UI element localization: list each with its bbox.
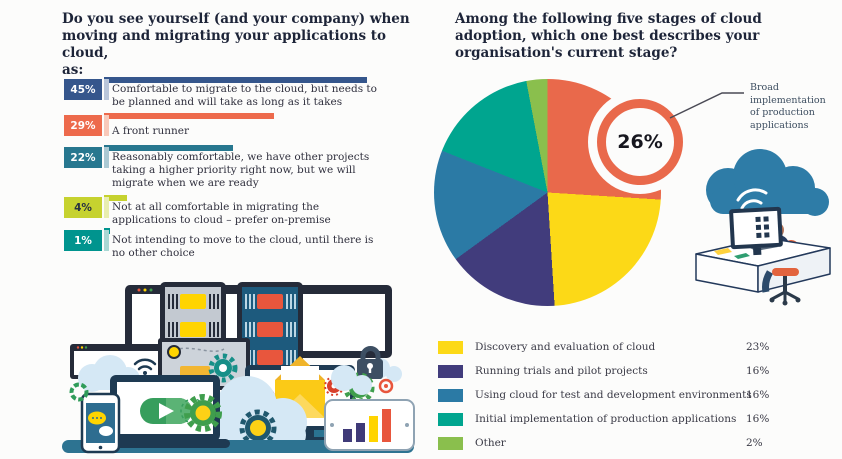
- laptop-icon: [100, 375, 230, 448]
- legend-label: Other: [475, 437, 506, 449]
- bar-row: 4% Not at all comfortable in migrating th…: [64, 195, 420, 257]
- wifi-icon: [133, 358, 157, 375]
- bar-row: 22% Reasonably comfortable, we have other…: [64, 145, 420, 207]
- bar-label: Not at all comfortable in migrating the …: [112, 201, 331, 226]
- person-at-desk-illustration: [695, 149, 831, 306]
- badge-ring: 26%: [597, 99, 683, 185]
- bar-label: Reasonably comfortable, we have other pr…: [112, 151, 370, 189]
- notepad: [734, 253, 750, 259]
- title-line: organisation's current stage?: [455, 45, 678, 61]
- legend-value: 2%: [746, 437, 763, 449]
- pie-highlight-badge: 26%: [588, 90, 692, 194]
- callout-line-text: implementation: [750, 94, 826, 106]
- title-line: moving and migrating your applications t…: [62, 28, 386, 61]
- server-rack-icon: [237, 282, 303, 381]
- bar-tint-strip: [104, 197, 109, 218]
- bar-tint-strip: [104, 79, 109, 100]
- legend-swatch: [438, 413, 463, 426]
- legend-label: Using cloud for test and development env…: [475, 389, 752, 401]
- bar-label: Not intending to move to the cloud, unti…: [112, 234, 374, 259]
- bar-tint-strip: [104, 115, 109, 136]
- title-line: as:: [62, 62, 84, 78]
- bar-label: A front runner: [112, 125, 190, 137]
- bar-chart: 45% Comfortable to migrate to the cloud, …: [64, 75, 420, 285]
- title-line: adoption, which one best describes your: [455, 28, 760, 44]
- bar-tint-strip: [104, 147, 109, 168]
- badge-value: 26%: [617, 131, 663, 153]
- gear-icon: [184, 394, 222, 432]
- notepad: [714, 248, 732, 255]
- legend-swatch: [438, 365, 463, 378]
- callout-line-text: of production: [750, 107, 815, 118]
- legend-value: 16%: [746, 413, 770, 425]
- monitor-icon: [729, 206, 783, 256]
- chat-bubble-icon: [88, 411, 113, 436]
- legend-row: Running trials and pilot projects 16%: [438, 360, 774, 384]
- bar-row: 1% Not intending to move to the cloud, un…: [64, 228, 420, 290]
- callout-line: [669, 92, 744, 119]
- legend-swatch: [438, 341, 463, 354]
- bar-chart-icon: [343, 409, 391, 442]
- legend-label: Discovery and evaluation of cloud: [475, 341, 656, 353]
- office-chair: [762, 268, 801, 306]
- phone-icon: [80, 392, 121, 454]
- pie-legend: Discovery and evaluation of cloud 23% Runn…: [438, 336, 774, 456]
- bar-value-chip: 1%: [64, 230, 102, 251]
- legend-row: Initial implementation of production app…: [438, 408, 774, 432]
- cloud-icon: [706, 149, 829, 216]
- bar-value-chip: 29%: [64, 115, 102, 136]
- bar-value-chip: 45%: [64, 79, 102, 100]
- bar: [104, 77, 367, 83]
- tablet-icon: [324, 399, 415, 451]
- cloud-devices-illustration: [62, 282, 415, 454]
- legend-value: 16%: [746, 365, 770, 377]
- bar-label: Comfortable to migrate to the cloud, but…: [112, 83, 377, 108]
- target-icon: [378, 378, 394, 394]
- callout-line-text: applications: [750, 119, 809, 131]
- legend-value: 23%: [746, 341, 770, 353]
- legend-label: Initial implementation of production app…: [475, 413, 737, 425]
- legend-row: Other 2%: [438, 432, 774, 456]
- bar-value-chip: 4%: [64, 197, 102, 218]
- legend-swatch: [438, 389, 463, 402]
- bar: [104, 195, 127, 201]
- gear-icon: [239, 409, 277, 447]
- right-question-title: Among the following five stages of cloud…: [455, 11, 795, 62]
- left-question-title: Do you see yourself (and your company) w…: [62, 11, 434, 79]
- bar-row: 45% Comfortable to migrate to the cloud, …: [64, 77, 420, 139]
- title-line: Do you see yourself (and your company) w…: [62, 11, 410, 27]
- bar-tint-strip: [104, 230, 109, 251]
- legend-value: 16%: [746, 389, 770, 401]
- bar: [104, 113, 274, 119]
- title-line: Among the following five stages of cloud: [455, 11, 762, 27]
- legend-label: Running trials and pilot projects: [475, 365, 648, 377]
- bar-row: 29% A front runner: [64, 113, 420, 175]
- bar: [104, 145, 233, 151]
- callout-text: Broad implementation of production applicat…: [750, 82, 840, 132]
- legend-row: Discovery and evaluation of cloud 23%: [438, 336, 774, 360]
- ring-icon: [69, 382, 89, 402]
- legend-swatch: [438, 437, 463, 450]
- gear-icon: [208, 353, 238, 383]
- legend-row: Using cloud for test and development env…: [438, 384, 774, 408]
- bar-value-chip: 22%: [64, 147, 102, 168]
- callout-line-text: Broad: [750, 82, 779, 93]
